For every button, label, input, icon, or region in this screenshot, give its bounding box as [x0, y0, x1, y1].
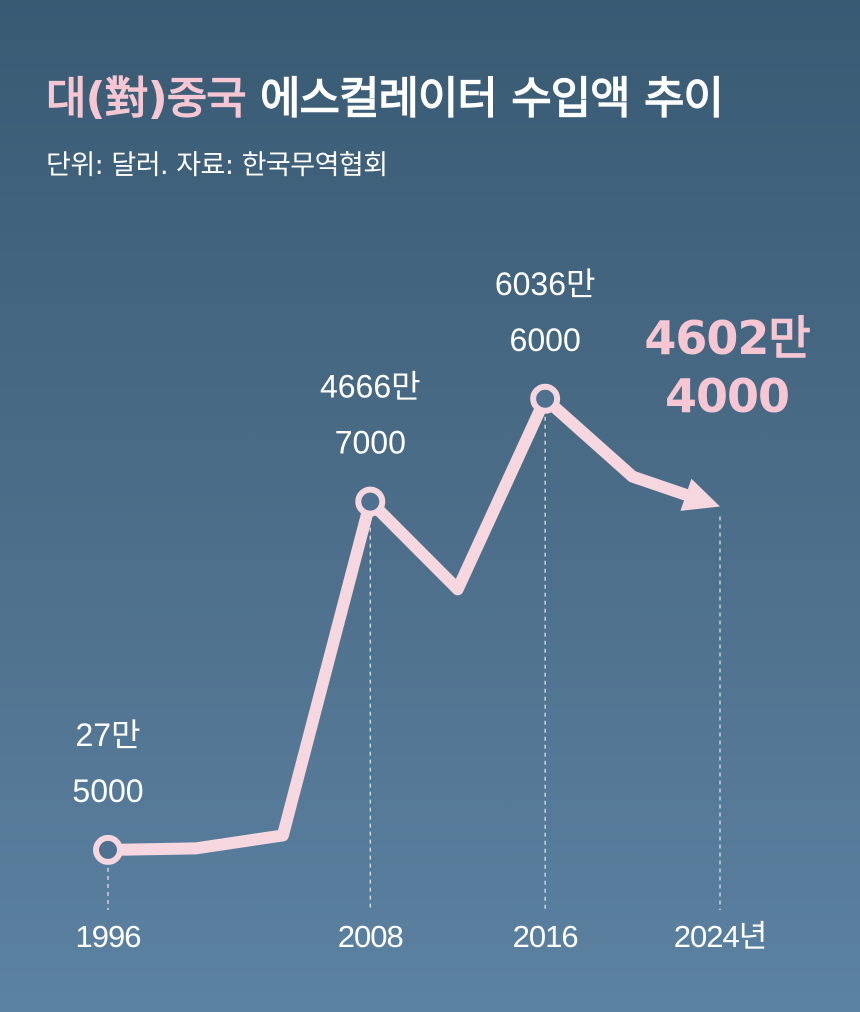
x-tick-label-3: 2024년 — [674, 919, 766, 954]
arrow-head — [680, 478, 720, 511]
value-label-2-line2: 6000 — [510, 322, 581, 358]
value-label-3-line2: 4000 — [665, 369, 789, 423]
x-tick-label-1: 2008 — [338, 919, 403, 954]
chart-title-rest: 에스컬레이터 수입액 추이 — [260, 73, 724, 124]
x-tick-label-2: 2016 — [513, 919, 578, 954]
value-label-1-line2: 7000 — [335, 425, 406, 461]
point-marker-0 — [93, 834, 123, 865]
value-label-0-line2: 5000 — [72, 773, 143, 809]
value-label-2-line1: 6036만 — [495, 266, 596, 302]
value-label-0-line1: 27만 — [75, 717, 140, 753]
series-line — [102, 392, 696, 856]
x-tick-label-0: 1996 — [76, 919, 141, 954]
value-label-3-line1: 4602만 — [644, 311, 810, 365]
point-marker-2 — [530, 383, 561, 414]
chart-title-accent: 대(對)중국 — [46, 73, 247, 124]
value-label-1-line1: 4666만 — [320, 369, 421, 405]
point-marker-1 — [355, 486, 386, 517]
chart-subtitle: 단위: 달러. 자료: 한국무역협회 — [46, 150, 388, 181]
chart-title: 대(對)중국 에스컬레이터 수입액 추이 — [46, 62, 724, 126]
